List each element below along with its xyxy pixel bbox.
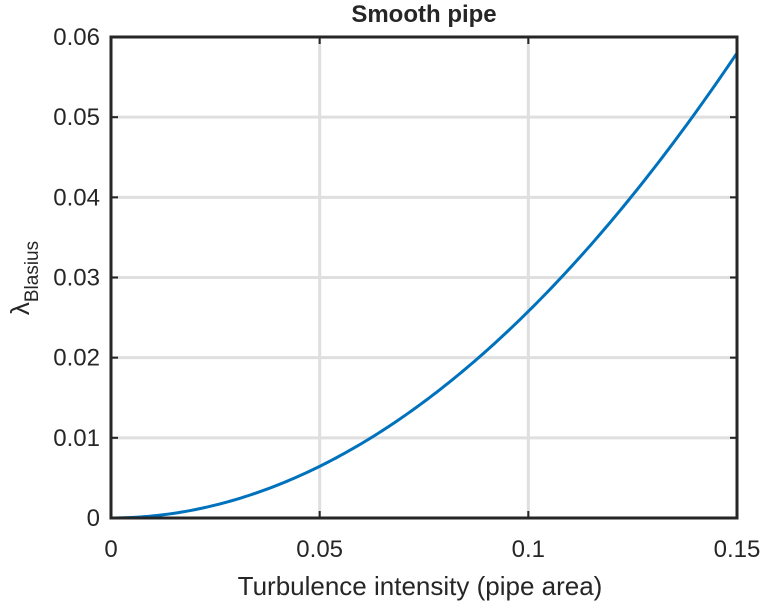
y-tick-label: 0.05	[53, 104, 100, 131]
x-tick-label: 0.05	[296, 536, 343, 563]
y-tick-label: 0	[87, 505, 100, 532]
y-axis-label-main: λ	[5, 302, 35, 315]
chart-title: Smooth pipe	[351, 1, 496, 28]
y-axis-label: λBlasius	[5, 241, 43, 315]
y-axis-label-subscript: Blasius	[22, 241, 43, 302]
axis-ticks: 0 0.05 0.1 0.15 0 0.01 0.02 0.03 0.04 0.05 0.06	[53, 24, 760, 563]
x-axis-label: Turbulence intensity (pipe area)	[238, 571, 603, 601]
x-tick-label: 0.15	[714, 536, 761, 563]
y-tick-label: 0.04	[53, 184, 100, 211]
series-line	[109, 51, 739, 520]
x-tick-label: 0	[104, 536, 117, 563]
x-tick-label: 0.1	[512, 536, 545, 563]
grid-lines	[111, 37, 737, 518]
y-tick-label: 0.03	[53, 265, 100, 292]
y-tick-label: 0.06	[53, 24, 100, 51]
y-tick-label: 0.02	[53, 345, 100, 372]
y-tick-label: 0.01	[53, 425, 100, 452]
